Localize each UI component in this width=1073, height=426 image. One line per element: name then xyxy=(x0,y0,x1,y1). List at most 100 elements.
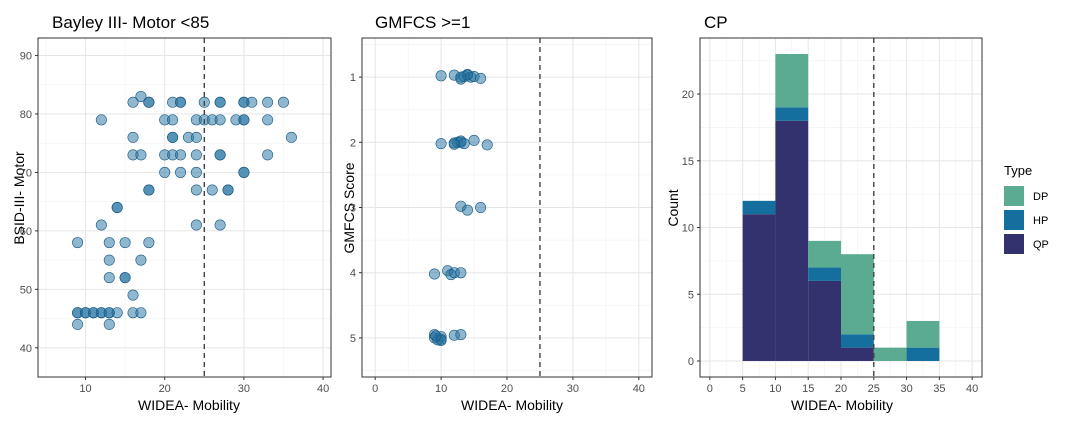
scatter-point xyxy=(95,114,107,126)
y-axis-title-cp: Count xyxy=(665,189,681,226)
scatter-point xyxy=(135,149,147,161)
plot-background xyxy=(38,38,331,377)
scatter-point xyxy=(206,184,218,196)
scatter-point xyxy=(143,237,155,249)
scatter-point xyxy=(277,96,289,108)
x-tick-label: 35 xyxy=(933,383,945,395)
x-tick-label: 20 xyxy=(159,383,171,395)
scatter-point xyxy=(455,267,467,279)
scatter-point xyxy=(111,307,123,319)
scatter-point xyxy=(72,237,84,249)
scatter-point xyxy=(135,307,147,319)
scatter-point xyxy=(190,184,202,196)
legend-swatch-dp xyxy=(1004,186,1024,206)
x-tick-label: 0 xyxy=(707,383,713,395)
scatter-point xyxy=(127,289,139,301)
scatter-point xyxy=(222,184,234,196)
scatter-point xyxy=(475,202,487,214)
x-tick-label: 30 xyxy=(900,383,912,395)
scatter-point xyxy=(143,184,155,196)
x-tick-label: 10 xyxy=(79,383,91,395)
x-axis-title-cp: WIDEA- Mobility xyxy=(791,397,893,413)
y-tick-label: 70 xyxy=(20,167,32,179)
y-axis-title-gmfcs: GMFCS Score xyxy=(341,162,357,253)
legend-swatch-hp xyxy=(1004,210,1024,230)
legend-swatch-qp xyxy=(1004,234,1024,254)
panel-bayley: Bayley III- Motor <85 WIDEA- Mobility BS… xyxy=(11,13,332,413)
x-tick-label: 25 xyxy=(868,383,880,395)
scatter-point xyxy=(143,96,155,108)
scatter-point xyxy=(127,96,139,108)
scatter-point xyxy=(262,149,274,161)
bar-qp xyxy=(742,214,776,361)
scatter-point xyxy=(214,219,226,231)
x-tick-label: 15 xyxy=(802,383,814,395)
scatter-point xyxy=(190,149,202,161)
scatter-point xyxy=(262,96,274,108)
scatter-point xyxy=(119,272,131,284)
y-tick-label: 2 xyxy=(350,137,356,149)
scatter-point xyxy=(285,131,297,143)
x-tick-label: 10 xyxy=(435,383,447,395)
bar-hp xyxy=(808,267,841,281)
legend-title: Type xyxy=(1004,163,1032,178)
x-tick-label: 10 xyxy=(769,383,781,395)
panel-cp: CP WIDEA- Mobility Count 0 5 10 15 20 25 30 35 4… xyxy=(665,13,983,413)
bar-hp xyxy=(906,347,940,361)
bar-dp xyxy=(808,240,841,268)
scatter-point xyxy=(175,96,187,108)
scatter-point xyxy=(468,134,480,146)
scatter-point xyxy=(475,72,487,84)
legend-label-hp: HP xyxy=(1033,215,1048,227)
legend-label-dp: DP xyxy=(1033,191,1048,203)
scatter-point xyxy=(119,237,131,249)
scatter-point xyxy=(103,272,115,284)
scatter-point xyxy=(481,139,493,151)
y-tick-label: 40 xyxy=(20,343,32,355)
x-tick-label: 40 xyxy=(317,383,329,395)
scatter-point xyxy=(95,219,107,231)
x-tick-label: 5 xyxy=(740,383,746,395)
x-tick-label: 30 xyxy=(567,383,579,395)
scatter-point xyxy=(175,166,187,178)
x-tick-label: 40 xyxy=(966,383,978,395)
scatter-point xyxy=(159,166,171,178)
y-tick-label: 0 xyxy=(688,356,694,368)
legend: Type DP HP QP xyxy=(1004,163,1049,254)
scatter-point xyxy=(458,138,470,150)
scatter-point xyxy=(167,114,179,126)
scatter-point xyxy=(430,330,442,342)
scatter-point xyxy=(103,254,115,266)
y-tick-label: 60 xyxy=(20,226,32,238)
y-tick-label: 1 xyxy=(350,72,356,84)
scatter-point xyxy=(103,237,115,249)
scatter-point xyxy=(461,204,473,216)
scatter-point xyxy=(127,131,139,143)
x-tick-label: 40 xyxy=(633,383,645,395)
y-tick-label: 5 xyxy=(688,289,694,301)
scatter-point xyxy=(190,219,202,231)
legend-label-qp: QP xyxy=(1033,239,1049,251)
panel-gmfcs: GMFCS >=1 WIDEA- Mobility GMFCS Score 0 1… xyxy=(341,13,653,413)
y-tick-label: 20 xyxy=(682,89,694,101)
bar-qp xyxy=(808,280,841,361)
scatter-point xyxy=(214,114,226,126)
panel-border xyxy=(361,37,653,378)
x-axis-title-bayley: WIDEA- Mobility xyxy=(138,397,240,413)
scatter-point xyxy=(246,96,258,108)
x-tick-label: 30 xyxy=(238,383,250,395)
scatter-point xyxy=(214,96,226,108)
scatter-point xyxy=(448,138,460,150)
bar-dp xyxy=(906,320,940,348)
scatter-point xyxy=(103,318,115,330)
scatter-point xyxy=(238,166,250,178)
panel-title-cp: CP xyxy=(704,13,728,32)
bar-hp xyxy=(742,200,776,215)
y-tick-label: 10 xyxy=(682,223,694,235)
y-tick-label: 80 xyxy=(20,109,32,121)
scatter-point xyxy=(135,254,147,266)
scatter-point xyxy=(175,149,187,161)
bar-hp xyxy=(775,107,809,121)
x-tick-label: 20 xyxy=(501,383,513,395)
